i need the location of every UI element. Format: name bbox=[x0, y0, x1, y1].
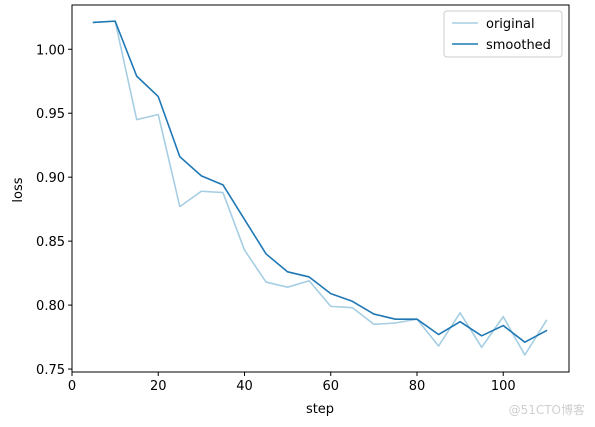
y-tick-label: 1.00 bbox=[36, 43, 65, 58]
series-line-original bbox=[92, 20, 548, 356]
x-axis-label: step bbox=[306, 402, 334, 417]
y-tick-label: 0.95 bbox=[36, 107, 65, 122]
legend-label-original: original bbox=[486, 17, 535, 32]
y-tick-label: 0.90 bbox=[36, 171, 65, 186]
axes-layer: 0 20 40 60 80 100 0.75 0.80 0.85 0.90 0.95 1.00 bbox=[36, 43, 516, 394]
x-tick-label: 40 bbox=[236, 379, 253, 394]
watermark-text: @51CTO博客 bbox=[509, 402, 585, 417]
y-tick-label: 0.80 bbox=[36, 299, 65, 314]
x-tick-label: 80 bbox=[409, 379, 426, 394]
y-axis-label: loss bbox=[11, 177, 26, 202]
x-tick-label: 100 bbox=[491, 379, 516, 394]
y-tick-label: 0.75 bbox=[36, 363, 65, 378]
x-tick-label: 0 bbox=[68, 379, 76, 394]
series-line-smoothed bbox=[92, 20, 548, 343]
x-tick-label: 60 bbox=[322, 379, 339, 394]
x-tick-label: 20 bbox=[150, 379, 167, 394]
legend-label-smoothed: smoothed bbox=[486, 38, 551, 53]
y-tick-label: 0.85 bbox=[36, 235, 65, 250]
series-layer bbox=[92, 20, 548, 356]
plot-frame bbox=[71, 4, 570, 373]
legend: original smoothed bbox=[443, 10, 563, 58]
